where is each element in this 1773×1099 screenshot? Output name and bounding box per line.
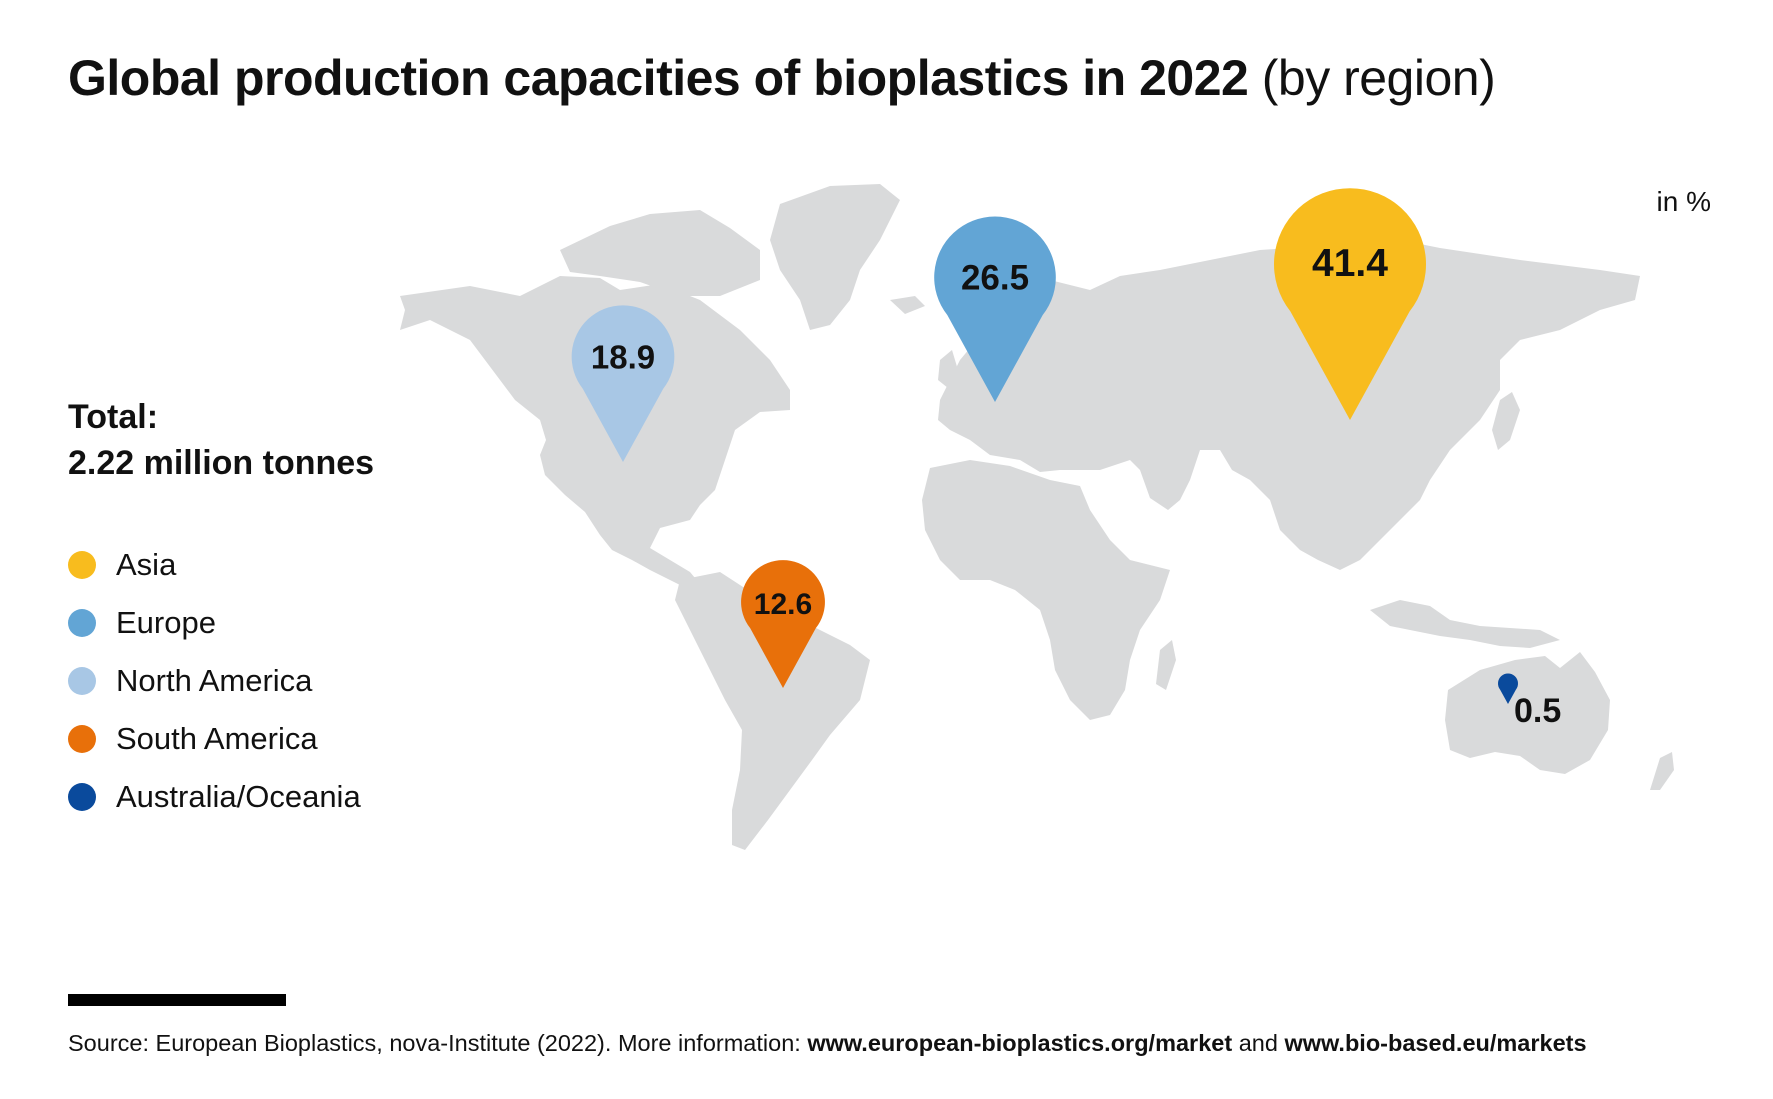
iceland xyxy=(890,296,925,314)
pin-north-america: 18.9 xyxy=(571,305,675,462)
pin-south-america: 12.6 xyxy=(741,560,825,688)
title-main: Global production capacities of bioplast… xyxy=(68,50,1249,106)
legend: Asia Europe North America South America … xyxy=(68,536,361,826)
pin-value-europe: 26.5 xyxy=(961,258,1029,297)
legend-label-south-america: South America xyxy=(116,721,318,756)
legend-label-australia-oceania: Australia/Oceania xyxy=(116,779,361,814)
japan-islands xyxy=(1492,392,1520,450)
legend-label-europe: Europe xyxy=(116,605,216,640)
source-conjunction: and xyxy=(1238,1030,1278,1056)
pin-shape-south-america xyxy=(741,560,825,688)
legend-dot-australia-oceania xyxy=(68,783,96,811)
pin-shape-europe xyxy=(934,216,1056,402)
legend-dot-north-america xyxy=(68,667,96,695)
chart-title: Global production capacities of bioplast… xyxy=(68,48,1496,108)
title-qualifier: (by region) xyxy=(1261,50,1496,106)
land-masses xyxy=(400,184,1674,850)
total-block: Total: 2.22 million tonnes xyxy=(68,394,374,486)
eurasia-landmass xyxy=(938,236,1640,570)
arctic-islands xyxy=(560,210,760,296)
pin-shape-north-america xyxy=(571,305,675,462)
total-value: 2.22 million tonnes xyxy=(68,444,375,482)
legend-item-south-america: South America xyxy=(68,710,361,768)
legend-label-asia: Asia xyxy=(116,547,177,582)
legend-label-north-america: North America xyxy=(116,663,313,698)
pin-value-south-america: 12.6 xyxy=(754,588,812,621)
legend-item-north-america: North America xyxy=(68,652,361,710)
south-america-landmass xyxy=(675,572,870,850)
pin-shape-asia xyxy=(1274,188,1426,420)
new-zealand xyxy=(1650,752,1674,790)
pin-shape-australia-oceania xyxy=(1498,673,1519,704)
source-link-european-bioplastics[interactable]: www.european-bioplastics.org/market xyxy=(807,1030,1233,1056)
legend-dot-asia xyxy=(68,551,96,579)
pin-europe: 26.5 xyxy=(934,216,1056,402)
north-america-landmass xyxy=(400,276,790,590)
source-divider xyxy=(68,994,286,1006)
region-markers: 41.4 26.5 18.9 12.6 0.5 xyxy=(571,188,1561,730)
pin-value-australia-oceania: 0.5 xyxy=(1514,692,1561,730)
source-link-bio-based[interactable]: www.bio-based.eu/markets xyxy=(1284,1030,1587,1056)
pin-value-north-america: 18.9 xyxy=(591,339,655,376)
source-note: Source: European Bioplastics, nova-Insti… xyxy=(68,1030,1587,1057)
source-prefix: Source: European Bioplastics, nova-Insti… xyxy=(68,1030,801,1056)
southeast-asia-islands xyxy=(1370,600,1560,648)
unit-label: in % xyxy=(1656,186,1711,217)
australia-landmass xyxy=(1445,652,1610,774)
legend-dot-europe xyxy=(68,609,96,637)
pin-value-asia: 41.4 xyxy=(1312,242,1388,285)
legend-item-australia-oceania: Australia/Oceania xyxy=(68,768,361,826)
madagascar xyxy=(1156,640,1176,690)
total-label: Total: xyxy=(68,398,159,436)
pin-australia-oceania: 0.5 xyxy=(1498,673,1561,730)
greenland-landmass xyxy=(770,184,900,330)
africa-landmass xyxy=(922,460,1170,720)
uk-islands xyxy=(938,350,958,388)
pin-asia: 41.4 xyxy=(1274,188,1426,420)
legend-item-europe: Europe xyxy=(68,594,361,652)
legend-dot-south-america xyxy=(68,725,96,753)
legend-item-asia: Asia xyxy=(68,536,361,594)
